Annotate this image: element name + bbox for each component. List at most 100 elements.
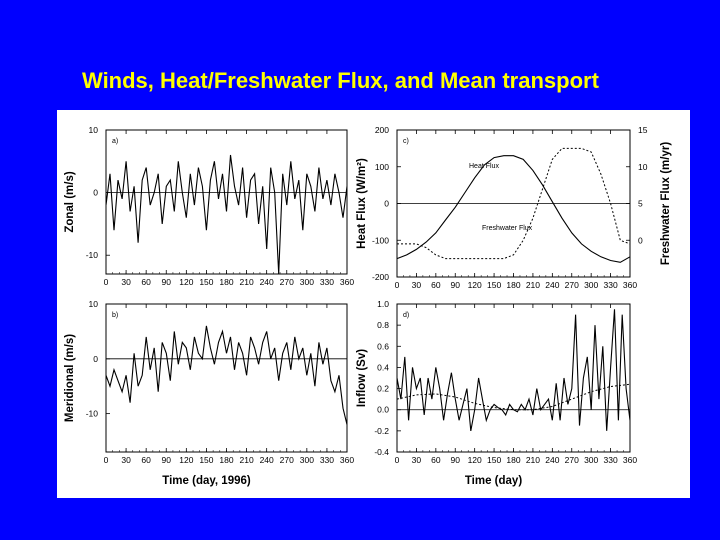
y-tick-label: 1.0 [377, 299, 389, 309]
y-tick-label: 0 [384, 199, 389, 209]
x-tick-label: 120 [179, 277, 193, 287]
x-tick-label: 150 [487, 280, 501, 290]
x-tick-label: 180 [506, 280, 520, 290]
y-tick-label: 200 [375, 125, 389, 135]
x-tick-label: 0 [104, 455, 109, 465]
x-tick-label: 360 [340, 455, 354, 465]
x-tick-label: 30 [121, 277, 131, 287]
x-tick-label: 180 [219, 277, 233, 287]
y2-axis-title: Freshwater Flux (m/yr) [660, 142, 672, 266]
x-tick-label: 300 [584, 280, 598, 290]
y-tick-label: 0.2 [377, 384, 389, 394]
x-tick-label: 150 [199, 277, 213, 287]
y2-tick-label: 10 [638, 162, 648, 172]
x-tick-label: 90 [451, 455, 461, 465]
y-axis-title: Heat Flux (W/m²) [356, 158, 368, 249]
series-line-d-0 [396, 309, 631, 431]
x-tick-label: 60 [141, 455, 151, 465]
panel-tag: c) [403, 138, 409, 145]
y-tick-label: -0.2 [374, 426, 389, 436]
y-tick-label: -0.4 [374, 447, 389, 457]
x-tick-label: 360 [623, 280, 637, 290]
x-tick-label: 360 [623, 455, 637, 465]
x-tick-label: 30 [412, 280, 422, 290]
x-tick-label: 210 [526, 280, 540, 290]
y-axis-title: Inflow (Sv) [356, 349, 368, 407]
x-tick-label: 240 [545, 280, 559, 290]
x-tick-label: 0 [395, 455, 400, 465]
series-line-c-0 [396, 155, 631, 263]
x-tick-label: 300 [584, 455, 598, 465]
x-tick-label: 90 [451, 280, 461, 290]
x-tick-label: 270 [280, 277, 294, 287]
x-tick-label: 270 [565, 455, 579, 465]
plot-frame [105, 129, 348, 275]
chart-a: 0 30 60 90 120 150 180 210 240 270 300 330 360 10 0 -10… [64, 125, 354, 287]
x-tick-label: 240 [260, 277, 274, 287]
x-tick-label: 60 [141, 277, 151, 287]
y-tick-label: 0 [93, 188, 98, 198]
x-tick-label: 300 [300, 277, 314, 287]
series-line-b-0 [105, 325, 348, 425]
slide-title: Winds, Heat/Freshwater Flux, and Mean tr… [82, 68, 599, 93]
x-tick-label: 210 [239, 455, 253, 465]
x-tick-label: 210 [239, 277, 253, 287]
x-tick-label: 210 [526, 455, 540, 465]
x-tick-label: 60 [431, 280, 441, 290]
y-tick-label: -200 [372, 272, 389, 282]
x-tick-label: 0 [395, 280, 400, 290]
series-line-a-0 [105, 154, 348, 275]
x-tick-label: 180 [506, 455, 520, 465]
y-tick-label: 0.8 [377, 320, 389, 330]
curve-label: Freshwater Flux [482, 225, 533, 232]
x-tick-label: 150 [199, 455, 213, 465]
plot-frame [105, 303, 348, 453]
x-axis-title: Time (day, 1996) [162, 475, 251, 487]
x-tick-label: 270 [280, 455, 294, 465]
y-tick-label: 10 [89, 125, 99, 135]
y2-tick-label: 15 [638, 125, 648, 135]
x-tick-label: 180 [219, 455, 233, 465]
x-tick-label: 0 [104, 277, 109, 287]
y-axis-title: Meridional (m/s) [64, 334, 76, 422]
curve-label: Heat Flux [469, 163, 499, 170]
x-tick-label: 90 [162, 277, 172, 287]
x-tick-label: 240 [545, 455, 559, 465]
y-tick-label: -10 [86, 250, 99, 260]
x-tick-label: 150 [487, 455, 501, 465]
x-tick-label: 300 [300, 455, 314, 465]
figure-svg: 0 30 60 90 120 150 180 210 240 270 300 330 360100-10… [64, 125, 672, 487]
x-tick-label: 30 [412, 455, 422, 465]
y-tick-label: 0.4 [377, 362, 389, 372]
x-axis-title: Time (day) [465, 475, 522, 487]
y-axis-title: Zonal (m/s) [64, 171, 76, 233]
y-tick-label: 0 [93, 354, 98, 364]
y2-tick-label: 0 [638, 235, 643, 245]
x-tick-label: 330 [320, 455, 334, 465]
y-tick-label: -100 [372, 235, 389, 245]
x-tick-label: 330 [603, 455, 617, 465]
x-tick-label: 120 [468, 280, 482, 290]
x-tick-label: 360 [340, 277, 354, 287]
x-tick-label: 90 [162, 455, 172, 465]
x-tick-label: 240 [260, 455, 274, 465]
panel-tag: a) [112, 138, 118, 145]
y-tick-label: 10 [89, 299, 99, 309]
chart-c: 0 30 60 90 120 150 180 210 240 270 300 330 360200100… [356, 125, 672, 290]
chart-b: 0 30 60 90 120 150 180 210 240 270 300 330 360 10 0 -10… [64, 299, 354, 487]
y-tick-label: 0.0 [377, 405, 389, 415]
figure-panel: 0 30 60 90 120 150 180 210 240 270 300 330 360 10 0 -10… [57, 110, 690, 498]
chart-d: 0 30 60 90 120 150 180 210 240 270 300 330 360 1.0 0.8… [356, 299, 637, 487]
x-tick-label: 330 [603, 280, 617, 290]
y-tick-label: 0.6 [377, 341, 389, 351]
panel-tag: d) [403, 312, 409, 319]
x-tick-label: 330 [320, 277, 334, 287]
x-tick-label: 120 [468, 455, 482, 465]
series-line-c-1 [397, 147, 631, 260]
y-tick-label: 100 [375, 162, 389, 172]
x-tick-label: 30 [121, 455, 131, 465]
x-tick-label: 120 [179, 455, 193, 465]
x-tick-label: 60 [431, 455, 441, 465]
x-tick-label: 270 [565, 280, 579, 290]
panel-tag: b) [112, 312, 118, 319]
